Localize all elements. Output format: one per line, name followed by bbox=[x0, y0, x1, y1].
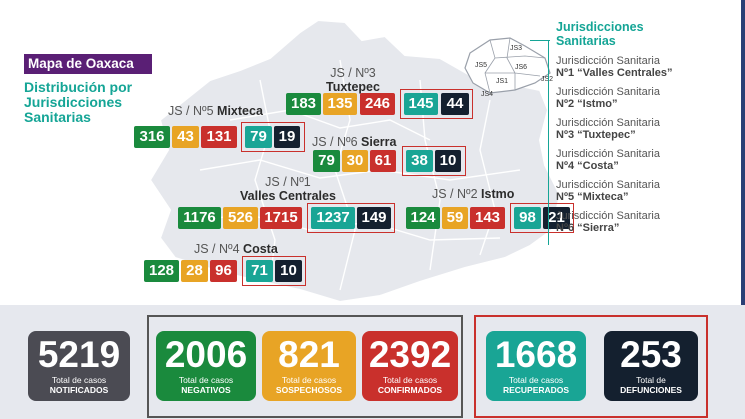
legend-connector bbox=[530, 40, 550, 41]
istmo-sospechosos: 59 bbox=[442, 207, 468, 229]
region-title-mixteca: JS / Nº5 Mixteca bbox=[168, 104, 263, 118]
map-subtitle: Distribución por Jurisdicciones Sanitari… bbox=[24, 79, 133, 125]
costa-sospechosos: 28 bbox=[181, 260, 208, 282]
istmo-outline bbox=[510, 203, 574, 233]
legend-item: Jurisdicción Sanitaria Nº2 “Istmo” bbox=[556, 86, 660, 110]
right-edge-bar bbox=[741, 0, 745, 419]
tested-group-outline bbox=[147, 315, 463, 418]
valles-sospechosos: 526 bbox=[223, 207, 258, 229]
legend-item: Jurisdicción Sanitaria Nº3 “Tuxtepec” bbox=[556, 117, 660, 141]
valles-defunciones: 149 bbox=[357, 207, 391, 229]
sierra-outline bbox=[402, 146, 466, 176]
tuxtepec-sospechosos: 135 bbox=[323, 93, 357, 115]
region-title-istmo: JS / Nº2 Istmo bbox=[432, 187, 515, 201]
sierra-recuperados: 38 bbox=[406, 150, 433, 172]
region-title-tuxtepec: JS / Nº3 Tuxtepec bbox=[326, 66, 380, 94]
mini-label-js4: JS4 bbox=[481, 91, 493, 98]
mixteca-confirmados: 131 bbox=[201, 126, 237, 148]
valles-recuperados: 1237 bbox=[311, 207, 355, 229]
region-title-sierra: JS / Nº6 Sierra bbox=[312, 135, 397, 149]
tuxtepec-confirmados: 246 bbox=[360, 93, 395, 115]
sierra-confirmados: 61 bbox=[370, 150, 396, 172]
valles-outline bbox=[307, 203, 395, 233]
outcome-group-outline bbox=[474, 315, 708, 418]
map-title-badge: Mapa de Oaxaca bbox=[24, 54, 152, 74]
mixteca-negativos: 316 bbox=[134, 126, 170, 148]
costa-defunciones: 10 bbox=[275, 260, 302, 282]
total-negativos-card: 2006 Total de casos NEGATIVOS bbox=[156, 331, 256, 401]
total-recuperados-card: 1668 Total de casos RECUPERADOS bbox=[486, 331, 586, 401]
costa-confirmados: 96 bbox=[210, 260, 237, 282]
sierra-defunciones: 10 bbox=[435, 150, 461, 172]
tuxtepec-defunciones: 44 bbox=[441, 93, 469, 115]
total-sospechosos-card: 821 Total de casos SOSPECHOSOS bbox=[262, 331, 356, 401]
total-confirmados-card: 2392 Total de casos CONFIRMADOS bbox=[362, 331, 458, 401]
mini-label-js1: JS1 bbox=[496, 78, 508, 85]
region-title-costa: JS / Nº4 Costa bbox=[194, 242, 278, 256]
istmo-defunciones: 21 bbox=[543, 207, 570, 229]
istmo-confirmados: 143 bbox=[470, 207, 505, 229]
mixteca-defunciones: 19 bbox=[274, 126, 300, 148]
legend-heading: Jurisdicciones Sanitarias bbox=[556, 20, 644, 48]
mini-label-js5: JS5 bbox=[475, 62, 487, 69]
tuxtepec-recuperados: 145 bbox=[404, 93, 438, 115]
mixteca-recuperados: 79 bbox=[245, 126, 272, 148]
total-defunciones-card: 253 Total de DEFUNCIONES bbox=[604, 331, 698, 401]
istmo-recuperados: 98 bbox=[514, 207, 541, 229]
sierra-sospechosos: 30 bbox=[342, 150, 368, 172]
valles-negativos: 1176 bbox=[178, 207, 221, 229]
jurisdicciones-legend: Jurisdicciones Sanitarias Jurisdicción S… bbox=[556, 20, 741, 234]
mini-label-js6: JS6 bbox=[515, 64, 527, 71]
mixteca-outline bbox=[241, 122, 305, 152]
tuxtepec-negativos: 183 bbox=[286, 93, 321, 115]
legend-line bbox=[548, 40, 549, 245]
legend-item: Jurisdicción Sanitaria Nº4 “Costa” bbox=[556, 148, 660, 172]
total-notificados-card: 5219 Total de casos NOTIFICADOS bbox=[28, 331, 130, 401]
legend-item: Jurisdicción Sanitaria Nº1 “Valles Centra… bbox=[556, 55, 673, 79]
mini-label-js2: JS2 bbox=[541, 76, 553, 83]
costa-outline bbox=[242, 256, 306, 286]
legend-item: Jurisdicción Sanitaria Nº6 “Sierra” bbox=[556, 210, 660, 234]
tuxtepec-outline bbox=[400, 89, 473, 119]
mixteca-sospechosos: 43 bbox=[172, 126, 199, 148]
valles-confirmados: 1715 bbox=[260, 207, 302, 229]
costa-negativos: 128 bbox=[144, 260, 179, 282]
jurisdiction-mini-map: JS3 JS5 JS6 JS1 JS2 JS4 bbox=[464, 37, 553, 98]
legend-item: Jurisdicción Sanitaria Nº5 “Mixteca” bbox=[556, 179, 660, 203]
costa-recuperados: 71 bbox=[246, 260, 273, 282]
istmo-negativos: 124 bbox=[406, 207, 440, 229]
mini-label-js3: JS3 bbox=[510, 45, 522, 52]
region-title-valles: JS / Nº1 Valles Centrales bbox=[240, 175, 336, 203]
sierra-negativos: 79 bbox=[313, 150, 340, 172]
